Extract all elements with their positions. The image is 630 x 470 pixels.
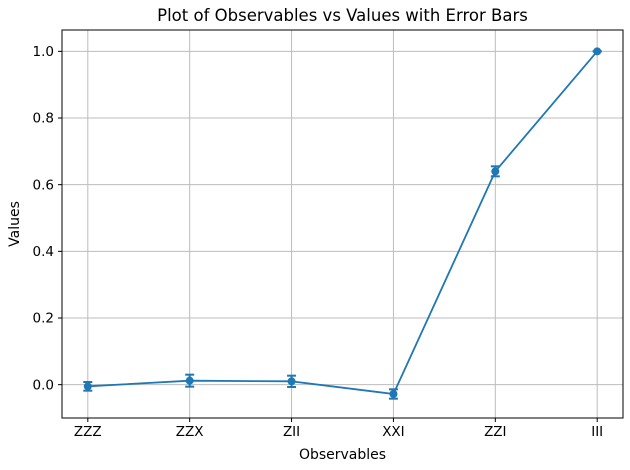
x-tick-label: XXI	[382, 424, 404, 440]
data-points	[83, 47, 602, 398]
y-tick-label: 0.6	[33, 177, 54, 193]
data-point-ZZZ	[83, 382, 92, 391]
chart-title: Plot of Observables vs Values with Error…	[157, 6, 528, 25]
x-axis-label: Observables	[298, 447, 387, 463]
y-tick-label: 0.8	[33, 111, 54, 127]
y-tick-label: 0.4	[33, 244, 54, 260]
error-bars	[83, 50, 602, 400]
series-line	[87, 50, 598, 395]
ticks	[58, 50, 598, 422]
data-point-ZZI	[491, 167, 500, 176]
data-point-ZII	[287, 377, 296, 386]
data-point-ZZX	[185, 376, 194, 385]
x-tick-label: ZII	[283, 424, 300, 440]
data-point-XXI	[389, 390, 398, 398]
tick-labels: 0.0 0.2 0.4 0.6 0.8 1.0 ZZZ ZZX ZII XXI ZZI III	[33, 44, 604, 440]
x-tick-label: ZZX	[176, 424, 204, 440]
y-tick-label: 0.2	[33, 311, 54, 327]
x-tick-label: ZZI	[484, 424, 506, 440]
grid	[62, 30, 623, 418]
y-axis-label: Values	[7, 201, 23, 247]
axes-frame	[61, 29, 624, 419]
data-point-III	[593, 47, 602, 56]
x-tick-label: ZZZ	[74, 424, 102, 440]
x-tick-label: III	[591, 424, 603, 440]
y-tick-label: 1.0	[33, 44, 54, 60]
y-tick-label: 0.0	[33, 377, 54, 393]
